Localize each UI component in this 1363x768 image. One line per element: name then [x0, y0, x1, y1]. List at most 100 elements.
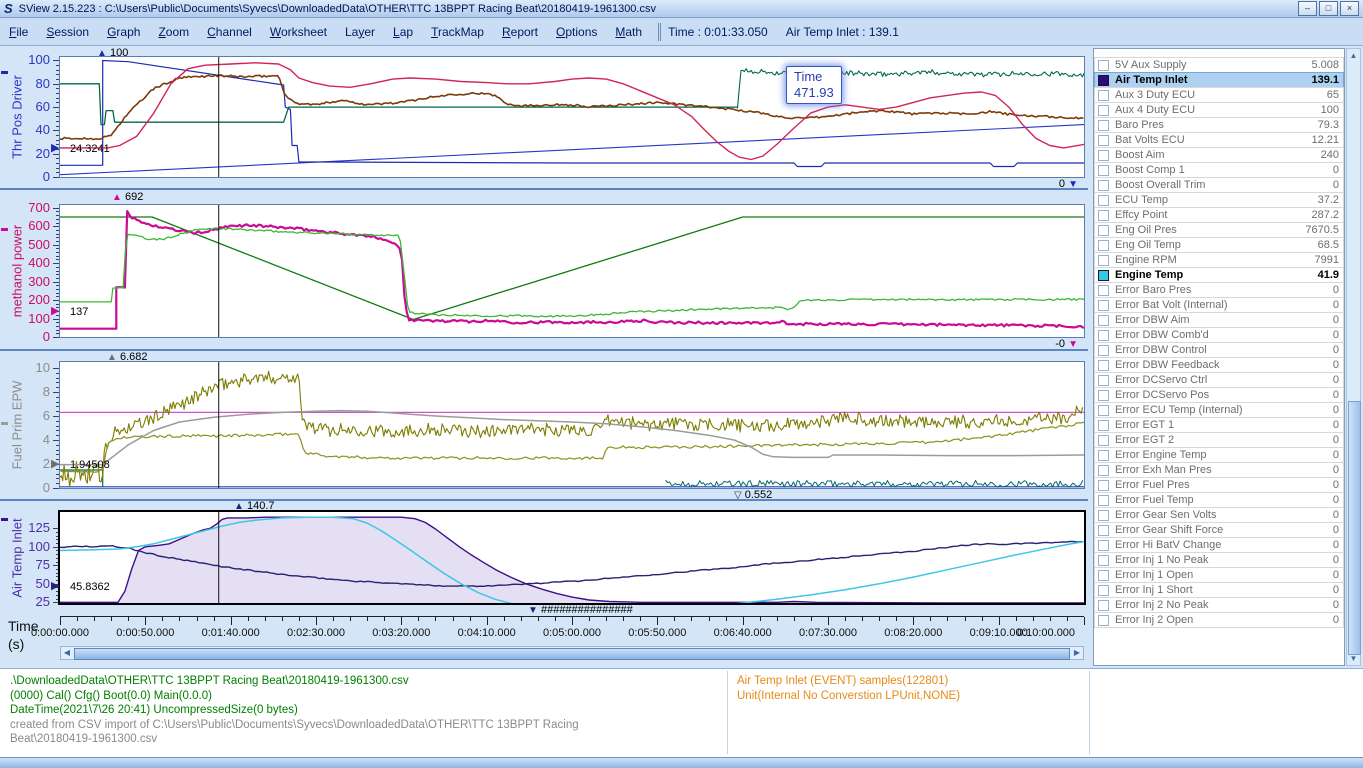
scroll-up-icon[interactable]: ▲ — [1347, 49, 1360, 62]
channel-checkbox[interactable] — [1098, 225, 1109, 236]
scroll-right-icon[interactable]: ▶ — [1071, 647, 1083, 659]
channel-row[interactable]: Error DBW Comb'd0 — [1094, 327, 1344, 343]
channel-row[interactable]: Error Gear Sen Volts0 — [1094, 507, 1344, 523]
channel-list[interactable]: 5V Aux Supply5.008Air Temp Inlet139.1Aux… — [1093, 48, 1345, 666]
maximize-button[interactable]: □ — [1319, 1, 1338, 16]
channel-row[interactable]: Engine Temp41.9 — [1094, 267, 1344, 283]
channel-checkbox[interactable] — [1098, 240, 1109, 251]
channel-checkbox[interactable] — [1098, 105, 1109, 116]
channel-row[interactable]: Aux 3 Duty ECU65 — [1094, 87, 1344, 103]
channel-checkbox[interactable] — [1098, 150, 1109, 161]
channel-row[interactable]: Aux 4 Duty ECU100 — [1094, 102, 1344, 118]
scroll-down-icon[interactable]: ▼ — [1347, 652, 1360, 665]
channel-checkbox[interactable] — [1098, 435, 1109, 446]
channel-checkbox[interactable] — [1098, 600, 1109, 611]
channel-row[interactable]: Error ECU Temp (Internal)0 — [1094, 402, 1344, 418]
channel-row[interactable]: Bat Volts ECU12.21 — [1094, 132, 1344, 148]
channel-row[interactable]: Effcy Point287.2 — [1094, 207, 1344, 223]
channel-row[interactable]: Error Engine Temp0 — [1094, 447, 1344, 463]
channel-checkbox[interactable] — [1098, 60, 1109, 71]
channel-checkbox[interactable] — [1098, 585, 1109, 596]
channel-checkbox[interactable] — [1098, 255, 1109, 266]
channel-checkbox[interactable] — [1098, 120, 1109, 131]
plot-methanol-power[interactable] — [59, 204, 1085, 338]
menu-item-trackmap[interactable]: TrackMap — [422, 20, 493, 44]
channel-checkbox[interactable] — [1098, 540, 1109, 551]
menu-item-graph[interactable]: Graph — [98, 20, 149, 44]
channel-row[interactable]: Error EGT 20 — [1094, 432, 1344, 448]
channel-checkbox[interactable] — [1098, 480, 1109, 491]
menu-item-worksheet[interactable]: Worksheet — [261, 20, 336, 44]
channel-row[interactable]: Error Exh Man Pres0 — [1094, 462, 1344, 478]
channel-checkbox[interactable] — [1098, 330, 1109, 341]
channel-row[interactable]: Error DCServo Pos0 — [1094, 387, 1344, 403]
channel-checkbox[interactable] — [1098, 315, 1109, 326]
channel-row[interactable]: Boost Comp 10 — [1094, 162, 1344, 178]
channel-row[interactable]: Error Bat Volt (Internal)0 — [1094, 297, 1344, 313]
channel-row[interactable]: ECU Temp37.2 — [1094, 192, 1344, 208]
vertical-scrollbar-thumb[interactable] — [1348, 401, 1361, 655]
horizontal-scrollbar-thumb[interactable] — [74, 648, 1070, 660]
channel-checkbox[interactable] — [1098, 405, 1109, 416]
channel-row[interactable]: Error Fuel Temp0 — [1094, 492, 1344, 508]
channel-row[interactable]: Air Temp Inlet139.1 — [1094, 72, 1344, 88]
channel-color-swatch[interactable] — [1098, 270, 1109, 281]
channel-checkbox[interactable] — [1098, 210, 1109, 221]
channel-checkbox[interactable] — [1098, 465, 1109, 476]
menu-item-channel[interactable]: Channel — [198, 20, 261, 44]
channel-color-swatch[interactable] — [1098, 75, 1109, 86]
scroll-left-icon[interactable]: ◀ — [61, 647, 73, 659]
channel-checkbox[interactable] — [1098, 375, 1109, 386]
channel-row[interactable]: Baro Pres79.3 — [1094, 117, 1344, 133]
horizontal-scrollbar[interactable]: ◀ ▶ — [60, 646, 1084, 660]
channel-checkbox[interactable] — [1098, 510, 1109, 521]
channel-checkbox[interactable] — [1098, 165, 1109, 176]
plot-fuel-prim-epw[interactable] — [59, 361, 1085, 489]
channel-row[interactable]: Error EGT 10 — [1094, 417, 1344, 433]
channel-row[interactable]: Eng Oil Pres7670.5 — [1094, 222, 1344, 238]
menu-item-options[interactable]: Options — [547, 20, 606, 44]
chart-area[interactable]: Time 471.93 Time (s) ◀ ▶ Thr Pos Driver1… — [0, 46, 1088, 668]
channel-row[interactable]: Boost Aim240 — [1094, 147, 1344, 163]
vertical-scrollbar[interactable]: ▲ ▼ — [1346, 48, 1361, 666]
channel-row[interactable]: Error DBW Aim0 — [1094, 312, 1344, 328]
menu-item-file[interactable]: File — [0, 20, 37, 44]
channel-checkbox[interactable] — [1098, 180, 1109, 191]
channel-checkbox[interactable] — [1098, 570, 1109, 581]
channel-row[interactable]: Error Inj 1 Short0 — [1094, 582, 1344, 598]
channel-checkbox[interactable] — [1098, 555, 1109, 566]
channel-row[interactable]: Error Fuel Pres0 — [1094, 477, 1344, 493]
menu-item-session[interactable]: Session — [37, 20, 98, 44]
channel-checkbox[interactable] — [1098, 615, 1109, 626]
channel-row[interactable]: Error DCServo Ctrl0 — [1094, 372, 1344, 388]
plot-thr-pos-driver[interactable] — [59, 56, 1085, 178]
channel-row[interactable]: Engine RPM7991 — [1094, 252, 1344, 268]
channel-row[interactable]: Error Inj 1 Open0 — [1094, 567, 1344, 583]
channel-row[interactable]: Eng Oil Temp68.5 — [1094, 237, 1344, 253]
channel-row[interactable]: Error DBW Feedback0 — [1094, 357, 1344, 373]
menu-item-math[interactable]: Math — [606, 20, 651, 44]
channel-row[interactable]: Error Inj 2 Open0 — [1094, 612, 1344, 628]
menu-item-lap[interactable]: Lap — [384, 20, 422, 44]
channel-row[interactable]: Error Baro Pres0 — [1094, 282, 1344, 298]
channel-row[interactable]: Error Gear Shift Force0 — [1094, 522, 1344, 538]
channel-row[interactable]: Error Inj 1 No Peak0 — [1094, 552, 1344, 568]
channel-row[interactable]: 5V Aux Supply5.008 — [1094, 57, 1344, 73]
channel-checkbox[interactable] — [1098, 525, 1109, 536]
channel-checkbox[interactable] — [1098, 390, 1109, 401]
channel-checkbox[interactable] — [1098, 90, 1109, 101]
channel-row[interactable]: Error Hi BatV Change0 — [1094, 537, 1344, 553]
channel-checkbox[interactable] — [1098, 135, 1109, 146]
channel-checkbox[interactable] — [1098, 450, 1109, 461]
channel-row[interactable]: Boost Overall Trim0 — [1094, 177, 1344, 193]
channel-checkbox[interactable] — [1098, 285, 1109, 296]
menu-item-report[interactable]: Report — [493, 20, 547, 44]
channel-checkbox[interactable] — [1098, 420, 1109, 431]
menu-item-layer[interactable]: Layer — [336, 20, 384, 44]
menu-item-zoom[interactable]: Zoom — [149, 20, 198, 44]
channel-checkbox[interactable] — [1098, 345, 1109, 356]
channel-row[interactable]: Error DBW Control0 — [1094, 342, 1344, 358]
plot-air-temp-inlet[interactable] — [58, 510, 1086, 605]
channel-checkbox[interactable] — [1098, 495, 1109, 506]
channel-row[interactable]: Error Inj 2 No Peak0 — [1094, 597, 1344, 613]
